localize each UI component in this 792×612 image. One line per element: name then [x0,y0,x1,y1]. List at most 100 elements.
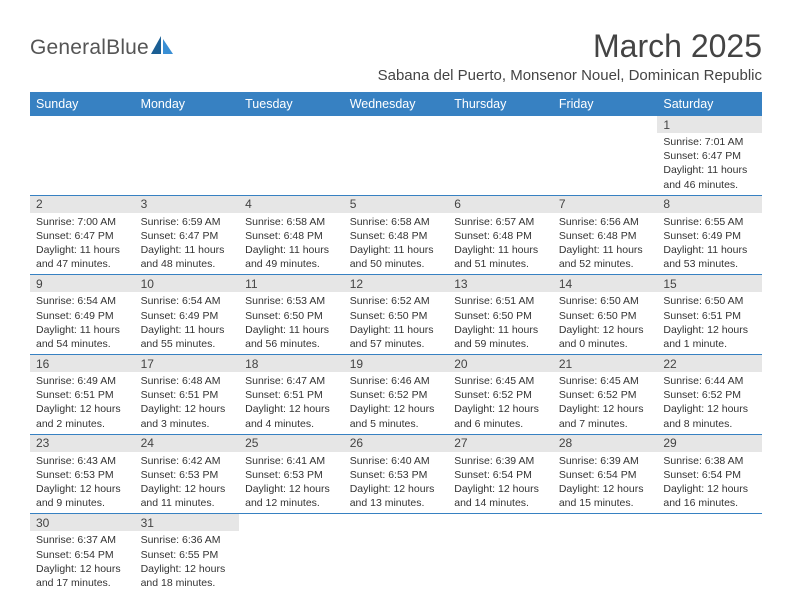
daylight-text: Daylight: 12 hours and 8 minutes. [663,402,756,430]
sunset-text: Sunset: 6:52 PM [350,388,443,402]
daylight-text: Daylight: 12 hours and 4 minutes. [245,402,338,430]
day-header: Sunday [30,92,135,116]
daylight-text: Daylight: 11 hours and 49 minutes. [245,243,338,271]
daylight-text: Daylight: 11 hours and 47 minutes. [36,243,129,271]
day-number: 4 [239,196,344,213]
sunset-text: Sunset: 6:49 PM [141,309,234,323]
day-number: 20 [448,355,553,372]
day-number: 16 [30,355,135,372]
sunrise-text: Sunrise: 6:36 AM [141,533,234,547]
calendar-cell: 30Sunrise: 6:37 AMSunset: 6:54 PMDayligh… [30,514,135,593]
calendar-week: 2Sunrise: 7:00 AMSunset: 6:47 PMDaylight… [30,195,762,275]
daylight-text: Daylight: 11 hours and 56 minutes. [245,323,338,351]
sunset-text: Sunset: 6:54 PM [454,468,547,482]
daylight-text: Daylight: 11 hours and 48 minutes. [141,243,234,271]
sunset-text: Sunset: 6:48 PM [559,229,652,243]
sunrise-text: Sunrise: 6:47 AM [245,374,338,388]
sunrise-text: Sunrise: 6:56 AM [559,215,652,229]
sunrise-text: Sunrise: 6:51 AM [454,294,547,308]
logo-text: GeneralBlue [30,36,149,60]
calendar-cell: 22 Sunrise: 6:44 AMSunset: 6:52 PMDayligh… [657,355,762,435]
calendar-cell: 14Sunrise: 6:50 AMSunset: 6:50 PMDayligh… [553,275,658,355]
day-number: 13 [448,275,553,292]
calendar-cell [344,514,449,593]
calendar-cell: 31 Sunrise: 6:36 AMSunset: 6:55 PMDayligh… [135,514,240,593]
calendar-week: 1Sunrise: 7:01 AMSunset: 6:47 PMDaylight… [30,116,762,195]
calendar-cell: 28Sunrise: 6:39 AMSunset: 6:54 PMDayligh… [553,434,658,514]
day-number: 19 [344,355,449,372]
sunrise-text: Sunrise: 6:44 AM [663,374,756,388]
sunrise-text: Sunrise: 6:39 AM [559,454,652,468]
day-header-row: SundayMondayTuesdayWednesdayThursdayFrid… [30,92,762,116]
calendar-cell [553,514,658,593]
calendar-cell: 9Sunrise: 6:54 AMSunset: 6:49 PMDaylight… [30,275,135,355]
daylight-text: Daylight: 12 hours and 1 minute. [663,323,756,351]
daylight-text: Daylight: 11 hours and 53 minutes. [663,243,756,271]
calendar-week: 9Sunrise: 6:54 AMSunset: 6:49 PMDaylight… [30,275,762,355]
day-number: 31 [135,514,240,531]
sunset-text: Sunset: 6:52 PM [663,388,756,402]
sunset-text: Sunset: 6:51 PM [36,388,129,402]
calendar-cell: 8Sunrise: 6:55 AMSunset: 6:49 PMDaylight… [657,195,762,275]
calendar-cell: 23Sunrise: 6:43 AMSunset: 6:53 PMDayligh… [30,434,135,514]
daylight-text: Daylight: 12 hours and 0 minutes. [559,323,652,351]
day-number: 21 [553,355,658,372]
sunset-text: Sunset: 6:47 PM [36,229,129,243]
logo: GeneralBlue [30,34,175,61]
daylight-text: Daylight: 12 hours and 18 minutes. [141,562,234,590]
day-number: 29 [657,435,762,452]
daylight-text: Daylight: 12 hours and 15 minutes. [559,482,652,510]
sunrise-text: Sunrise: 6:59 AM [141,215,234,229]
day-number: 11 [239,275,344,292]
daylight-text: Daylight: 11 hours and 57 minutes. [350,323,443,351]
sunset-text: Sunset: 6:48 PM [245,229,338,243]
day-number: 3 [135,196,240,213]
calendar-cell: 13Sunrise: 6:51 AMSunset: 6:50 PMDayligh… [448,275,553,355]
sunset-text: Sunset: 6:54 PM [36,548,129,562]
day-number: 23 [30,435,135,452]
sunset-text: Sunset: 6:50 PM [559,309,652,323]
sunset-text: Sunset: 6:55 PM [141,548,234,562]
daylight-text: Daylight: 11 hours and 55 minutes. [141,323,234,351]
calendar-cell: 12Sunrise: 6:52 AMSunset: 6:50 PMDayligh… [344,275,449,355]
daylight-text: Daylight: 11 hours and 51 minutes. [454,243,547,271]
daylight-text: Daylight: 12 hours and 7 minutes. [559,402,652,430]
day-number: 26 [344,435,449,452]
day-number: 6 [448,196,553,213]
calendar-cell: 17Sunrise: 6:48 AMSunset: 6:51 PMDayligh… [135,355,240,435]
calendar-cell: 26Sunrise: 6:40 AMSunset: 6:53 PMDayligh… [344,434,449,514]
sunset-text: Sunset: 6:51 PM [141,388,234,402]
sunset-text: Sunset: 6:54 PM [559,468,652,482]
day-header: Saturday [657,92,762,116]
location-subtitle: Sabana del Puerto, Monsenor Nouel, Domin… [30,67,762,84]
calendar-cell [135,116,240,195]
sunset-text: Sunset: 6:49 PM [36,309,129,323]
day-number: 2 [30,196,135,213]
daylight-text: Daylight: 12 hours and 2 minutes. [36,402,129,430]
day-number: 14 [553,275,658,292]
day-number: 10 [135,275,240,292]
day-number: 8 [657,196,762,213]
calendar-cell: 15Sunrise: 6:50 AMSunset: 6:51 PMDayligh… [657,275,762,355]
day-number: 5 [344,196,449,213]
sunrise-text: Sunrise: 7:01 AM [663,135,756,149]
calendar-cell [448,116,553,195]
sunrise-text: Sunrise: 6:39 AM [454,454,547,468]
day-number: 24 [135,435,240,452]
sunset-text: Sunset: 6:54 PM [663,468,756,482]
sunset-text: Sunset: 6:48 PM [350,229,443,243]
calendar-cell [553,116,658,195]
day-header: Friday [553,92,658,116]
sunrise-text: Sunrise: 6:52 AM [350,294,443,308]
daylight-text: Daylight: 12 hours and 9 minutes. [36,482,129,510]
daylight-text: Daylight: 11 hours and 46 minutes. [663,163,756,191]
daylight-text: Daylight: 12 hours and 13 minutes. [350,482,443,510]
calendar-cell: 24Sunrise: 6:42 AMSunset: 6:53 PMDayligh… [135,434,240,514]
day-number: 27 [448,435,553,452]
calendar-cell: 3Sunrise: 6:59 AMSunset: 6:47 PMDaylight… [135,195,240,275]
sunrise-text: Sunrise: 6:45 AM [454,374,547,388]
calendar-cell: 21Sunrise: 6:45 AMSunset: 6:52 PMDayligh… [553,355,658,435]
calendar-cell: 29Sunrise: 6:38 AMSunset: 6:54 PMDayligh… [657,434,762,514]
day-number: 30 [30,514,135,531]
day-number: 22 [657,355,762,372]
